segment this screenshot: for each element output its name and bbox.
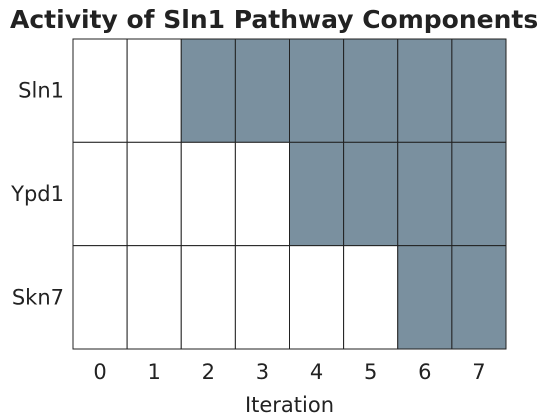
x-tick-labels: 0 1 2 3 4 5 6 7 <box>93 360 485 384</box>
x-tick-label-3: 3 <box>256 360 269 384</box>
y-tick-label-sln1: Sln1 <box>18 79 64 103</box>
heatmap-cell-ypd1-6 <box>397 141 453 247</box>
y-tick-labels: Sln1 Ypd1 Skn7 <box>10 79 64 310</box>
heatmap-cell-skn7-2 <box>180 245 236 350</box>
x-axis-label: Iteration <box>245 393 334 417</box>
y-tick-label-ypd1: Ypd1 <box>10 182 64 206</box>
heatmap-cell-ypd1-3 <box>234 141 290 247</box>
x-tick-label-0: 0 <box>93 360 106 384</box>
heatmap-cell-skn7-3 <box>234 245 290 350</box>
heatmap-cell-sln1-3 <box>234 38 290 143</box>
heatmap-cell-sln1-7 <box>451 38 507 143</box>
x-tick-label-4: 4 <box>310 360 323 384</box>
heatmap-cell-ypd1-7 <box>451 141 507 247</box>
y-tick-label-skn7: Skn7 <box>12 285 64 309</box>
heatmap-cell-sln1-1 <box>126 38 182 143</box>
heatmap-cell-skn7-0 <box>72 245 128 350</box>
heatmap-cell-skn7-7 <box>451 245 507 350</box>
heatmap-cell-ypd1-5 <box>343 141 399 247</box>
x-tick-label-1: 1 <box>148 360 161 384</box>
heatmap-cell-sln1-2 <box>180 38 236 143</box>
heatmap-cell-ypd1-0 <box>72 141 128 247</box>
heatmap-cell-sln1-6 <box>397 38 453 143</box>
heatmap-cell-ypd1-2 <box>180 141 236 247</box>
chart-title: Activity of Sln1 Pathway Components <box>10 5 538 34</box>
heatmap-cell-sln1-0 <box>72 38 128 143</box>
heatmap-cell-ypd1-4 <box>289 141 345 247</box>
heatmap-cell-skn7-4 <box>289 245 345 350</box>
heatmap-cell-skn7-1 <box>126 245 182 350</box>
x-tick-label-7: 7 <box>472 360 485 384</box>
heatmap-cell-skn7-5 <box>343 245 399 350</box>
x-tick-label-6: 6 <box>418 360 431 384</box>
x-tick-label-2: 2 <box>202 360 215 384</box>
heatmap-cell-sln1-4 <box>289 38 345 143</box>
heatmap-cell-sln1-5 <box>343 38 399 143</box>
x-tick-label-5: 5 <box>364 360 377 384</box>
heatmap-cells <box>72 38 507 350</box>
heatmap-cell-skn7-6 <box>397 245 453 350</box>
heatmap-cell-ypd1-1 <box>126 141 182 247</box>
